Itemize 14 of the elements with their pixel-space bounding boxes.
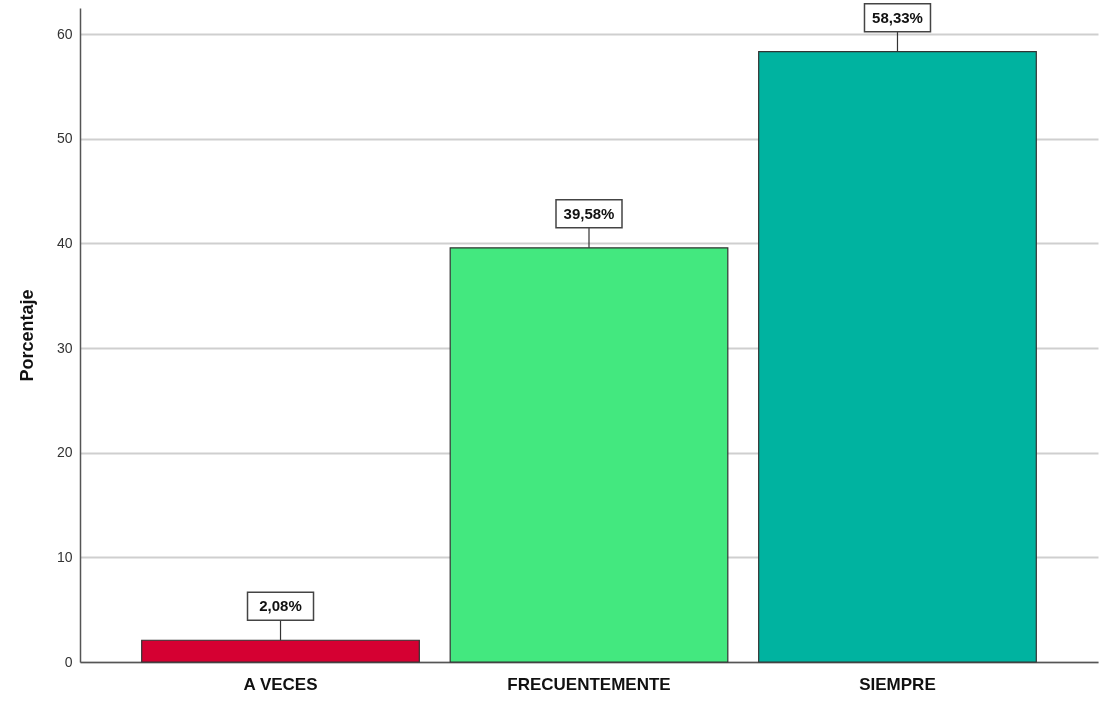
data-label: 58,33% bbox=[872, 8, 923, 26]
x-tick-label: A VECES bbox=[243, 674, 318, 694]
y-tick-label: 0 bbox=[64, 653, 73, 670]
y-tick-label: 20 bbox=[56, 444, 73, 461]
data-label: 39,58% bbox=[563, 204, 615, 222]
y-tick-label: 10 bbox=[56, 548, 73, 565]
y-tick-label: 60 bbox=[56, 25, 73, 42]
y-tick-label: 40 bbox=[56, 234, 73, 251]
y-tick-label: 30 bbox=[56, 339, 73, 356]
x-tick-label: FRECUENTEMENTE bbox=[507, 674, 671, 694]
x-tick-label: SIEMPRE bbox=[859, 674, 936, 694]
y-tick-label: 50 bbox=[56, 130, 73, 147]
y-axis-title: Porcentaje bbox=[16, 289, 37, 382]
data-label: 2,08% bbox=[259, 597, 302, 615]
